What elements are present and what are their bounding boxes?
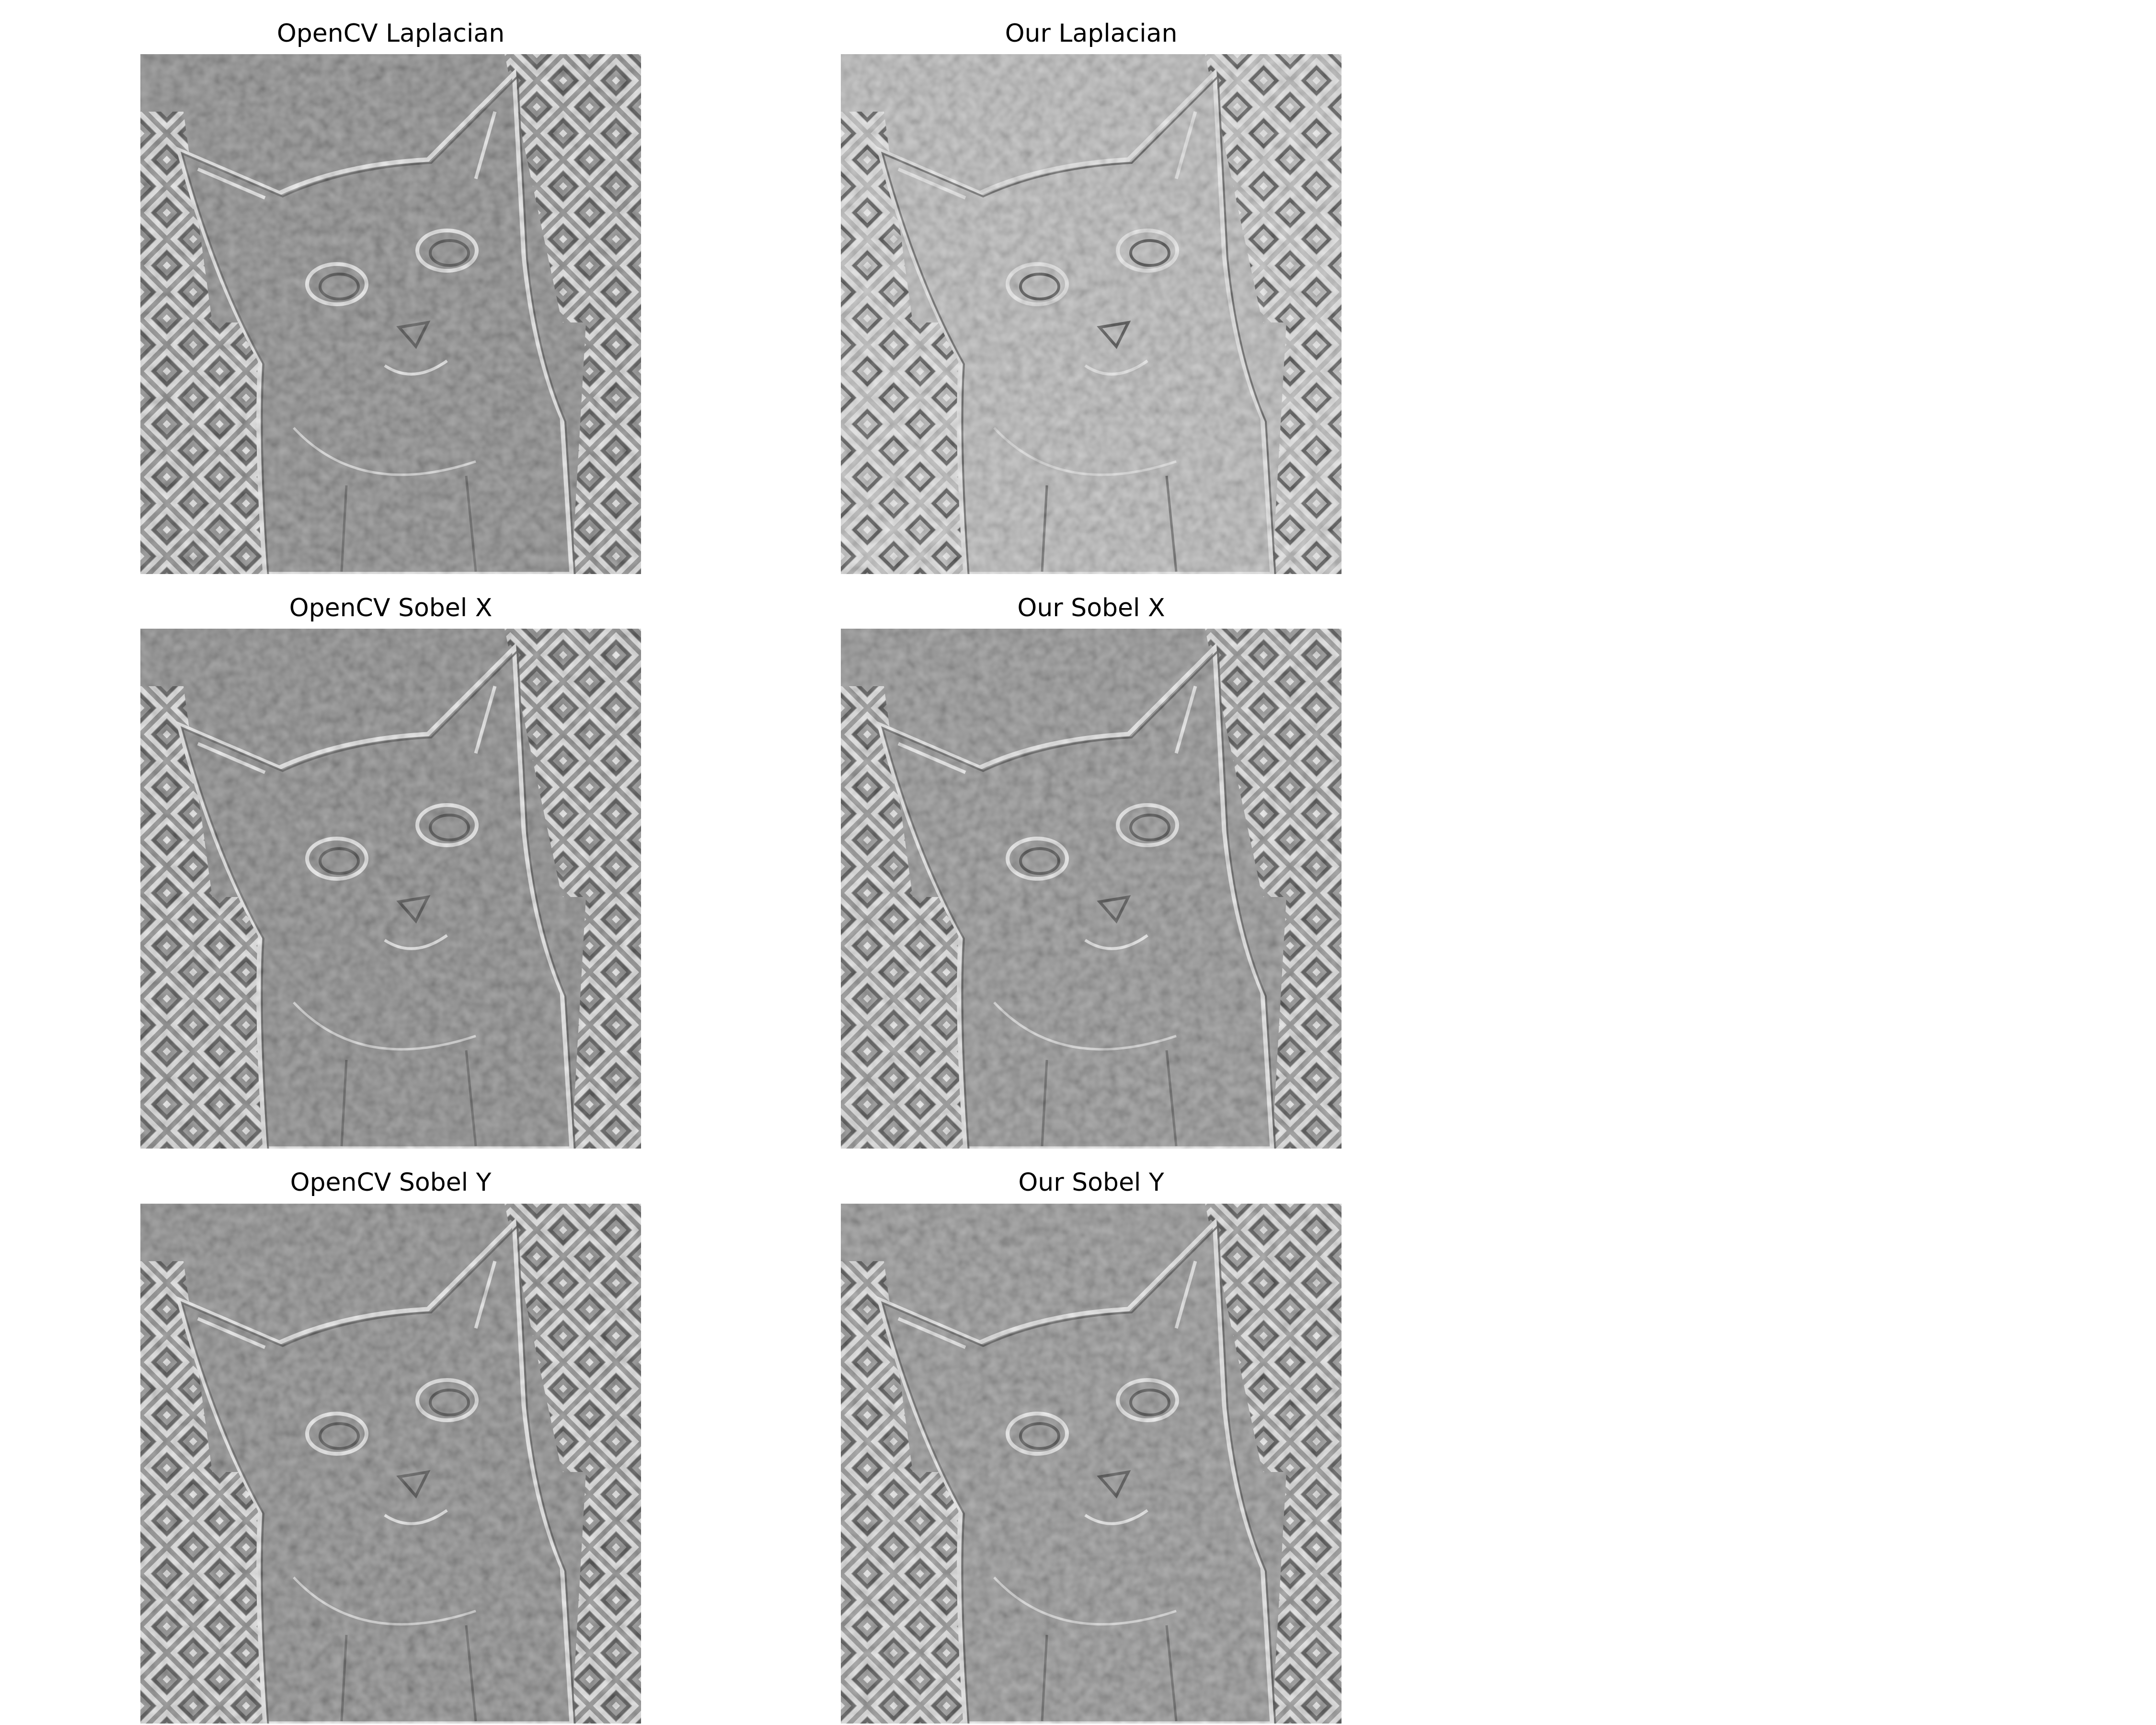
panel-title-opencv-sobel-x: OpenCV Sobel X xyxy=(289,594,493,622)
noise-texture xyxy=(140,1204,641,1724)
image-our-sobel-x xyxy=(841,629,1342,1149)
panel-title-our-laplacian: Our Laplacian xyxy=(1005,19,1178,48)
panel-title-opencv-sobel-y: OpenCV Sobel Y xyxy=(290,1168,492,1197)
filtered-kitten-image xyxy=(140,54,641,574)
image-opencv-sobel-x xyxy=(140,629,641,1149)
filtered-kitten-image xyxy=(140,1204,641,1724)
image-our-sobel-y xyxy=(841,1204,1342,1724)
image-our-laplacian xyxy=(841,54,1342,574)
noise-texture xyxy=(841,1204,1342,1724)
noise-texture xyxy=(140,629,641,1149)
image-opencv-sobel-y xyxy=(140,1204,641,1724)
panel-title-our-sobel-y: Our Sobel Y xyxy=(1018,1168,1164,1197)
filtered-kitten-image xyxy=(841,54,1342,574)
filtered-kitten-image xyxy=(841,629,1342,1149)
noise-texture xyxy=(841,629,1342,1149)
filtered-kitten-image xyxy=(140,629,641,1149)
image-opencv-laplacian xyxy=(140,54,641,574)
filtered-kitten-image xyxy=(841,1204,1342,1724)
panel-title-our-sobel-x: Our Sobel X xyxy=(1017,594,1165,622)
noise-texture xyxy=(140,54,641,574)
noise-texture xyxy=(841,54,1342,574)
panel-title-opencv-laplacian: OpenCV Laplacian xyxy=(276,19,505,48)
